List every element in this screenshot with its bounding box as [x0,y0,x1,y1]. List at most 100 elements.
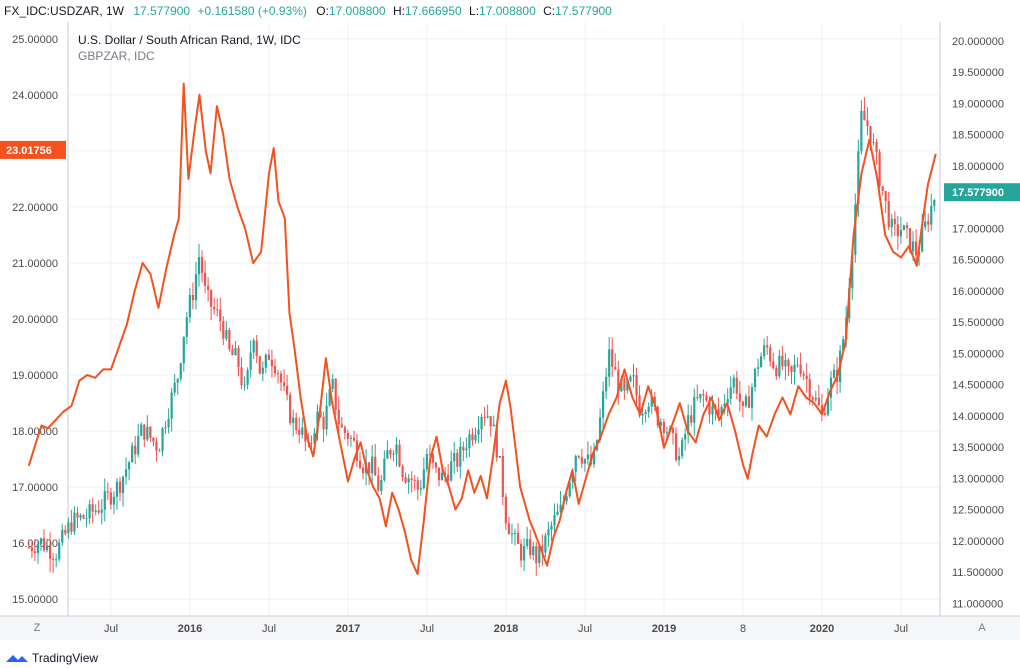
candle-body [592,450,596,465]
candle-body [854,204,857,255]
candle-body [623,379,626,391]
tradingview-footer: TradingView [6,650,98,666]
candle-body [97,510,100,513]
candle-body [781,355,784,367]
candle-body [276,373,280,375]
candle-body [541,545,544,553]
candle-body [279,373,283,383]
candle-body [687,415,690,435]
candle-body [756,367,760,369]
left-axis-tick-label: 15.00000 [12,594,58,606]
high-value: 17.666950 [404,4,462,18]
candle-body [39,538,43,545]
candle-body [200,257,204,273]
time-axis-label: 2016 [178,623,202,635]
candle-body [790,366,793,372]
candle-body [407,478,410,483]
candle-body [814,397,817,400]
candle-body [55,559,58,561]
candle-body [811,397,814,400]
candle-body [644,412,647,415]
candle-body [462,446,465,451]
candle-body [820,405,823,413]
candle-body [647,406,650,413]
candle-body [620,379,623,392]
candle-body [273,366,277,374]
candle-body [64,529,67,534]
candle-body [188,294,191,318]
candle-body [225,330,228,339]
right-axis-tick-label: 12.000000 [952,536,1004,548]
auto-scale-button[interactable]: A [978,622,986,634]
candle-body [674,433,678,461]
gbpzar-line[interactable] [27,82,937,575]
candle-body [717,408,720,416]
candle-body [216,309,219,311]
tradingview-logo-icon [6,655,28,662]
candle-body [559,504,562,512]
candle-body [27,547,30,549]
candle-body [510,533,514,535]
right-axis-tick-label: 11.000000 [952,598,1003,610]
candle-body [36,544,40,554]
candle-body [863,110,866,121]
legend-main-series: U.S. Dollar / South African Rand, 1W, ID… [78,33,301,47]
right-axis-tick-label: 11.500000 [952,567,1003,579]
candle-body [878,152,881,187]
candle-body [772,361,775,369]
candle-body [632,375,635,377]
candle-body [732,377,735,388]
time-axis-label: Jul [104,623,118,635]
candle-body [203,272,207,286]
left-price-badge [0,140,66,159]
candle-body [352,437,356,441]
candle-body [565,496,568,502]
candle-body [374,456,377,476]
candle-body [726,398,729,404]
candle-body [91,504,94,512]
candle-body [498,455,501,458]
right-axis-tick-label: 15.500000 [952,317,1004,329]
candle-body [264,354,267,368]
candle-body [486,416,489,418]
candle-body [650,396,653,407]
zoom-reset-button[interactable]: Z [34,622,41,634]
candle-body [927,221,930,225]
candle-body [896,224,899,237]
candle-body [76,512,79,518]
candle-body [440,472,444,481]
symbol-label[interactable]: FX_IDC:USDZAR, 1W [4,4,125,18]
candle-body [577,455,580,457]
left-axis-tick-label: 20.00000 [12,314,58,326]
candle-body [149,426,152,438]
candle-body [368,462,371,474]
candle-body [930,205,933,225]
candle-body [240,367,243,386]
time-axis-label: 2019 [652,623,676,635]
candle-body [176,378,179,383]
candle-body [908,228,912,252]
candle-body [456,452,459,467]
candle-body [152,437,155,442]
right-axis-tick-label: 13.500000 [952,442,1004,454]
candle-body [547,529,550,536]
candle-body [677,456,681,461]
candle-body [702,394,705,396]
candle-body [103,491,106,510]
candle-body [921,227,924,252]
candle-body [380,480,383,491]
candle-body [465,448,468,451]
candle-body [237,348,240,368]
candle-body [583,459,586,464]
candle-body [586,454,590,460]
candle-body [787,359,790,367]
candle-body [428,454,432,456]
candle-body [659,421,662,426]
candle-body [495,424,498,458]
candle-body [723,403,726,408]
candle-body [301,427,304,435]
time-axis-bar[interactable] [0,616,1020,640]
candle-body [310,442,313,444]
open-value: 17.008800 [328,4,386,18]
